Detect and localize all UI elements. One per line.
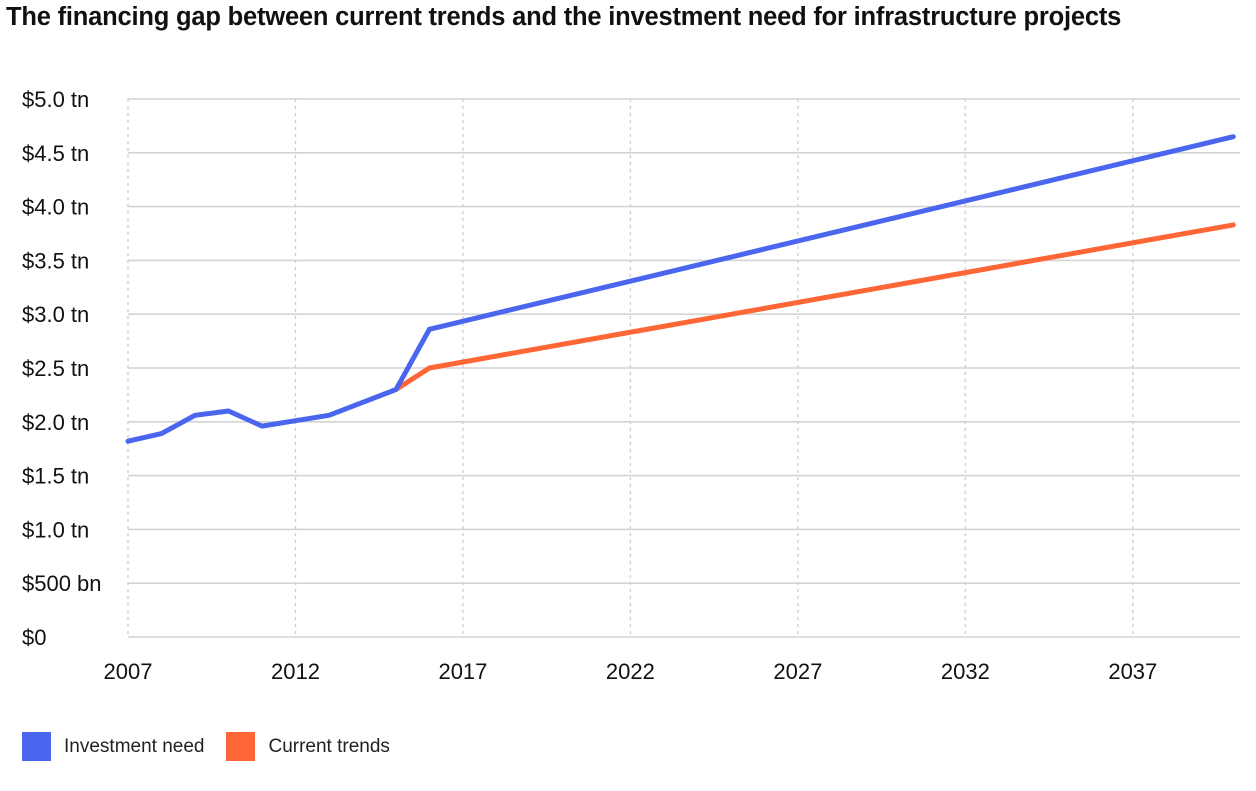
legend-item-investment-need[interactable]: Investment need [22,732,204,761]
x-axis-tick-labels: 2007 2012 2017 2022 2027 2032 2037 [104,659,1158,684]
legend-item-current-trends[interactable]: Current trends [226,732,390,761]
y-tick-label: $500 bn [22,571,102,596]
x-tick-label: 2032 [941,659,990,684]
x-tick-label: 2037 [1108,659,1157,684]
vertical-gridlines [127,99,1134,637]
legend-label-investment-need: Investment need [64,735,205,757]
y-tick-label: $0 [22,625,46,650]
y-tick-label: $4.5 tn [22,141,89,166]
legend-label-current-trends: Current trends [268,735,390,757]
horizontal-gridlines [128,98,1240,638]
x-tick-label: 2007 [104,659,153,684]
y-tick-label: $3.0 tn [22,302,89,327]
y-axis-tick-labels: $0 $500 bn $1.0 tn $1.5 tn $2.0 tn $2.5 tn $3.… [22,87,102,650]
legend-swatch-current-trends [226,732,256,761]
x-tick-label: 2027 [773,659,822,684]
y-tick-label: $1.5 tn [22,464,89,489]
y-tick-label: $5.0 tn [22,87,89,112]
y-tick-label: $2.5 tn [22,356,89,381]
series-line-current-trends [393,222,1236,392]
legend: Investment need Current trends [22,732,412,761]
y-tick-label: $4.0 tn [22,195,89,220]
x-tick-label: 2012 [271,659,320,684]
legend-swatch-investment-need [22,732,51,761]
x-tick-label: 2017 [438,659,487,684]
y-tick-label: $3.5 tn [22,248,89,273]
chart-title: The financing gap between current trends… [6,3,1122,31]
x-tick-label: 2022 [606,659,655,684]
series-lines [125,134,1236,444]
y-tick-label: $2.0 tn [22,410,89,435]
series-line-investment-need [125,134,1236,444]
y-tick-label: $1.0 tn [22,517,89,542]
